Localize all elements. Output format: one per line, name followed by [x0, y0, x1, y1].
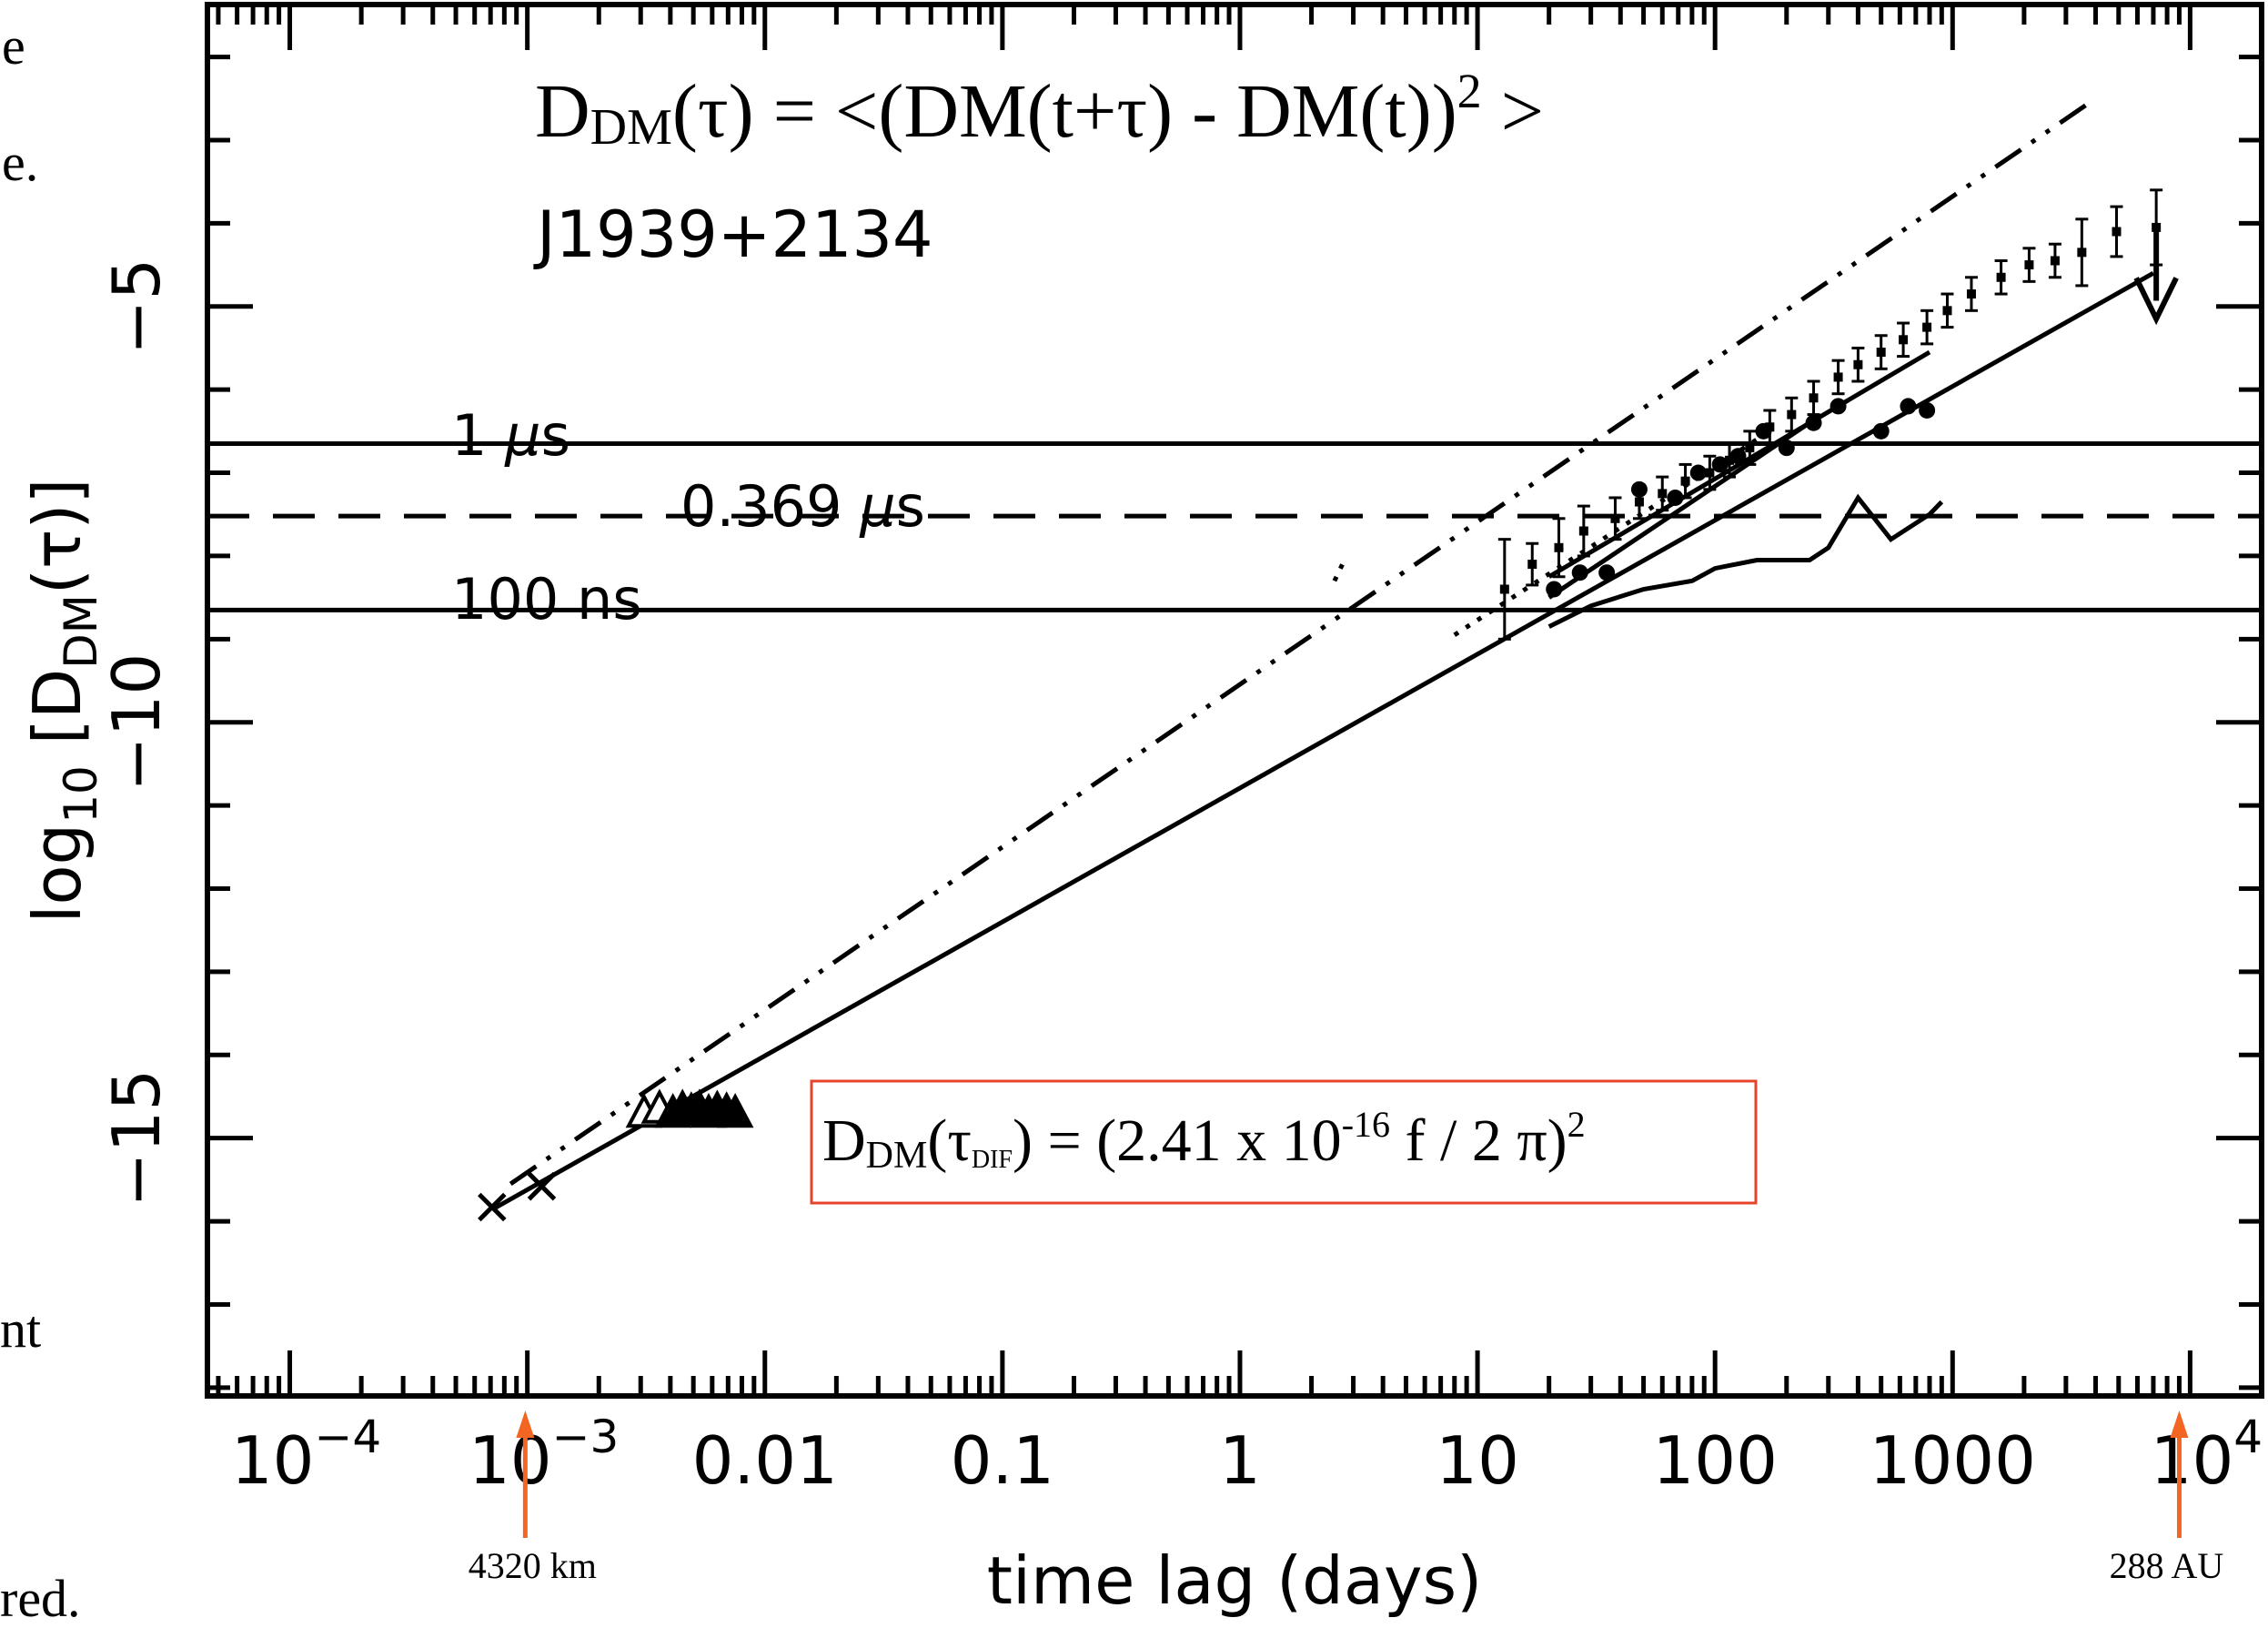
data-point-errorbar: [2075, 217, 2089, 288]
inset-formula-box: [810, 1079, 1758, 1205]
annotation-arrow: [2170, 1411, 2189, 1538]
data-point-dot: [1830, 398, 1847, 415]
data-point-dot: [1546, 581, 1563, 598]
data-point-dot: [1689, 464, 1707, 481]
data-point-dot: [1711, 456, 1729, 473]
model-line: [509, 96, 2097, 1187]
data-point-dot: [1598, 564, 1616, 581]
annotation-label: 4320 km: [469, 1545, 597, 1586]
data-point-errorbar: [1656, 475, 1669, 512]
data-point-dot: [1667, 489, 1684, 506]
data-point-errorbar: [1763, 409, 1777, 446]
page-fragment-red: red.: [0, 1569, 81, 1628]
data-point-errorbar: [1897, 321, 1910, 359]
annotations: 4320 km 288 AU: [469, 1411, 2224, 1586]
x-tick-label: 0.01: [692, 1422, 838, 1499]
axis-ticks: [207, 5, 2262, 1396]
data-point-errorbar: [1552, 517, 1566, 579]
y-axis-label: log10 [DDM(τ)]: [19, 478, 107, 923]
x-tick-label: 100: [1652, 1422, 1777, 1499]
chart-title: DDM(τ) = <(DM(t+τ) - DM(t))2 >: [535, 64, 1544, 156]
x-axis-label: time lag (days): [987, 1542, 1482, 1618]
x-tick-label: 10−4: [231, 1411, 381, 1499]
page-fragment-nt: nt: [0, 1299, 42, 1359]
data-point-errorbar: [2022, 247, 2036, 283]
data-point-dot: [1900, 398, 1917, 415]
data-point-triangle: [716, 1093, 754, 1128]
data-point-errorbar: [1526, 541, 1539, 587]
threshold-label-100ns: 100 ns: [451, 566, 642, 632]
annotation-label: 288 AU: [2110, 1545, 2224, 1586]
x-tick-label: 1: [1219, 1422, 1261, 1499]
data-marks: [478, 188, 2179, 1222]
data-point-dot: [1872, 422, 1890, 440]
threshold-label-1us: 1 μs: [451, 402, 570, 469]
page-fragment-e2: e.: [2, 133, 39, 192]
model-line: [1547, 349, 1931, 579]
model-line: [1547, 420, 1811, 600]
x-tick-label: 0.1: [951, 1422, 1055, 1499]
inset-formula: DDM(τDIF) = (2.41 x 10-16 f / 2 π)2: [822, 1104, 1586, 1177]
data-point-cross: [478, 1192, 507, 1222]
data-point-errorbar: [1851, 346, 1865, 383]
plot-frame: [205, 2, 2264, 1399]
y-tick-label: −5: [98, 258, 175, 355]
data-point-errorbar: [2110, 205, 2123, 258]
data-point-errorbar: [1703, 454, 1717, 491]
model-line: [492, 271, 2155, 1211]
page-fragment-e1: e: [2, 16, 25, 76]
y-tick-label: −10: [98, 653, 175, 792]
data-point-errorbar: [1678, 462, 1692, 500]
data-point-errorbar: [1807, 379, 1820, 417]
data-point-errorbar: [1743, 430, 1757, 466]
data-point-dot: [1571, 564, 1588, 581]
data-point-errorbar: [1632, 483, 1646, 521]
data-point-dot: [1919, 401, 1936, 419]
x-tick-label: 104: [2151, 1411, 2263, 1499]
timing-threshold-lines: [207, 441, 2262, 612]
data-point-dot: [1805, 414, 1822, 431]
x-tick-label: 1000: [1870, 1422, 2036, 1499]
pulsar-name: J1939+2134: [533, 197, 933, 272]
x-tick-label: 10−3: [469, 1411, 619, 1499]
data-point-errorbar: [1577, 504, 1590, 558]
x-tick-label: 10: [1436, 1422, 1519, 1499]
data-point-errorbar: [1497, 538, 1511, 641]
y-tick-label: −15: [98, 1069, 175, 1208]
annotation-arrow: [516, 1411, 535, 1538]
data-point-errorbar: [1940, 292, 1954, 329]
data-point-errorbar: [1874, 334, 1888, 370]
data-point-errorbar: [1831, 359, 1845, 396]
data-point-dot: [1778, 440, 1795, 457]
model-line: [1332, 562, 1345, 582]
upper-limit-arrow: [2133, 223, 2179, 326]
model-line: [1453, 437, 1759, 637]
structure-function-curve: [1547, 493, 1944, 629]
data-point-errorbar: [1920, 308, 1934, 346]
data-point-errorbar: [1785, 396, 1799, 433]
data-point-errorbar: [1994, 258, 2008, 296]
data-point-errorbar: [1964, 276, 1978, 312]
data-point-errorbar: [1608, 496, 1622, 541]
data-point-errorbar: [2048, 242, 2061, 279]
threshold-label-0369us: 0.369 μs: [680, 473, 925, 540]
data-point-cross: [527, 1171, 557, 1201]
tick-labels: 10−4 10−3 0.01 0.1 1 10 100 1000 104 −5 −10 −15: [98, 258, 2263, 1499]
data-point-errorbar: [1723, 442, 1737, 479]
